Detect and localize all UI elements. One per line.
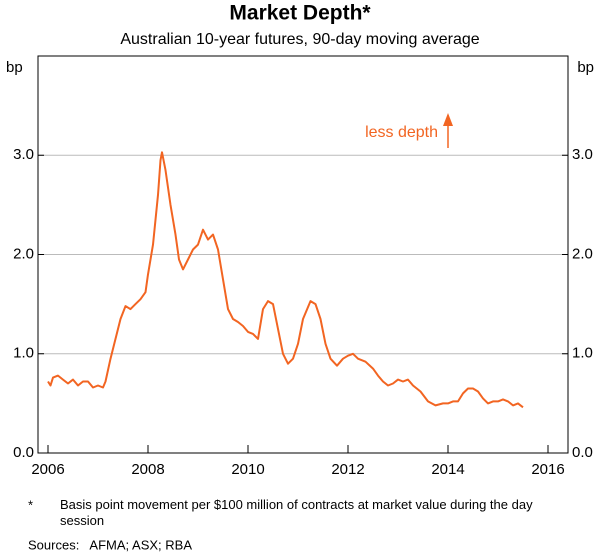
chart-subtitle: Australian 10-year futures, 90-day movin… [120, 31, 479, 48]
data-line [47, 151, 524, 409]
x-tick-label: 2016 [531, 461, 564, 478]
y2-tick-label: 0.0 [572, 444, 593, 461]
x-tick-label: 2006 [31, 461, 64, 478]
plot-frame [37, 55, 569, 454]
footnote-box: Basis point movement per $100 million of… [60, 497, 533, 528]
y-tick-label: 1.0 [13, 345, 34, 362]
y2-tick-label: 1.0 [572, 345, 593, 362]
footnote-marker: * [28, 497, 33, 512]
y2-axis-label: bp [577, 59, 594, 76]
sources: Sources: AFMA; ASX; RBA [28, 537, 192, 552]
x-tick-label: 2010 [231, 461, 264, 478]
y-axis-label: bp [6, 59, 23, 76]
annotation: less depth [365, 124, 438, 141]
footnote: Basis point movement per $100 million of… [60, 497, 533, 528]
y-tick-label: 0.0 [13, 444, 34, 461]
x-tick-label: 2008 [131, 461, 164, 478]
x-tick-label: 2014 [431, 461, 464, 478]
annotation-arrowhead [443, 113, 453, 126]
y2-tick-label: 2.0 [572, 245, 593, 262]
chart-title: Market Depth* [229, 2, 371, 25]
y2-tick-label: 3.0 [572, 146, 593, 163]
x-tick-label: 2012 [331, 461, 364, 478]
y-tick-label: 3.0 [13, 146, 34, 163]
y-tick-label: 2.0 [13, 245, 34, 262]
